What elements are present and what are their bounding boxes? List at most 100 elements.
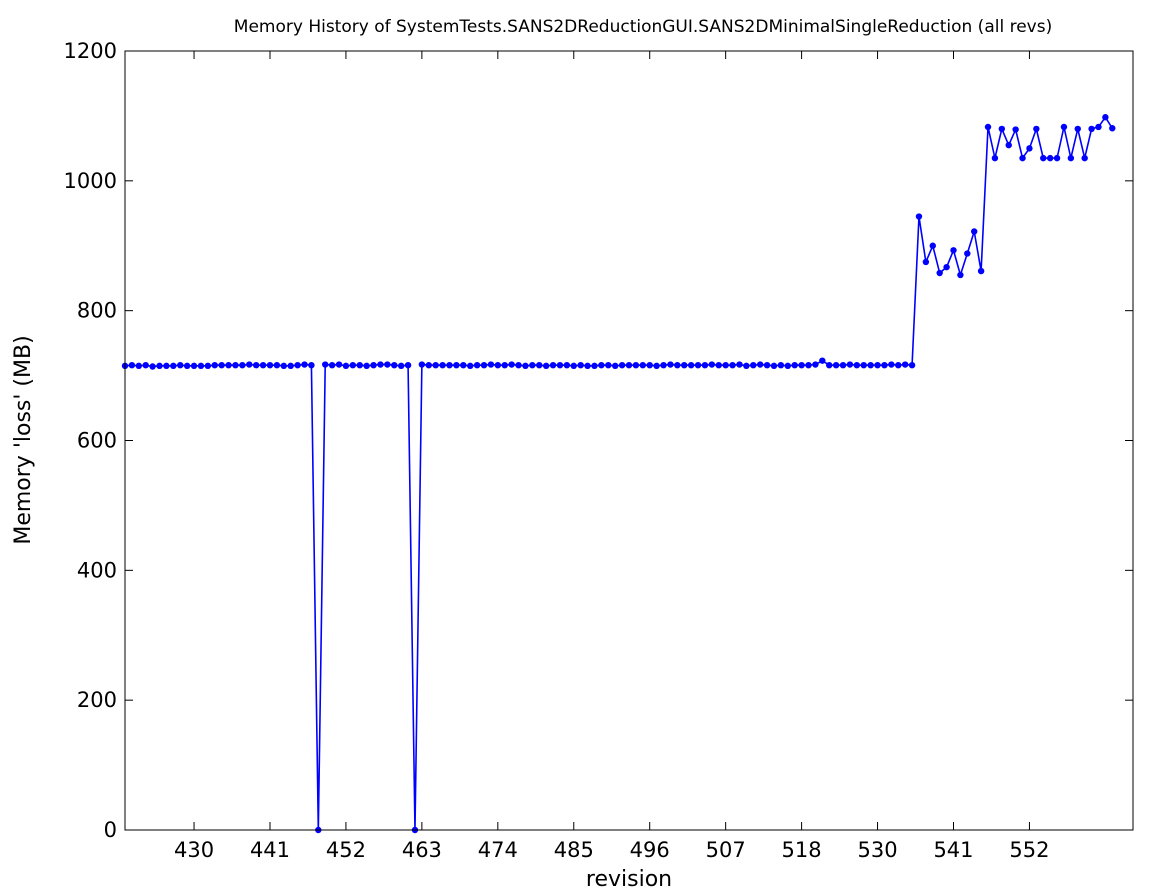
data-point bbox=[211, 361, 218, 369]
x-tick-label: 485 bbox=[554, 838, 594, 862]
x-tick-label: 530 bbox=[858, 838, 898, 862]
data-point bbox=[674, 361, 681, 369]
data-point bbox=[197, 362, 205, 370]
data-point bbox=[1074, 125, 1081, 133]
data-point bbox=[763, 361, 771, 369]
data-point bbox=[681, 361, 688, 369]
data-point bbox=[687, 361, 695, 369]
data-point bbox=[308, 361, 315, 369]
data-point bbox=[929, 242, 936, 249]
data-point bbox=[860, 361, 867, 369]
data-point bbox=[591, 362, 598, 370]
data-point bbox=[183, 362, 191, 370]
data-point bbox=[846, 361, 854, 368]
data-point bbox=[322, 361, 329, 368]
data-point bbox=[294, 361, 301, 369]
data-point bbox=[439, 361, 446, 369]
data-point bbox=[750, 361, 757, 369]
data-point bbox=[1102, 114, 1109, 121]
data-point bbox=[908, 361, 916, 369]
data-point bbox=[356, 361, 363, 369]
data-point bbox=[204, 362, 212, 370]
data-point bbox=[508, 361, 515, 368]
data-point bbox=[605, 361, 612, 369]
x-tick-label: 474 bbox=[478, 838, 518, 862]
series-line bbox=[124, 115, 1113, 831]
data-point bbox=[867, 361, 874, 369]
x-tick-label: 441 bbox=[250, 838, 290, 862]
data-point bbox=[363, 362, 370, 370]
data-point bbox=[708, 361, 716, 368]
x-tick-label: 518 bbox=[782, 838, 822, 862]
data-point bbox=[784, 362, 791, 370]
data-point bbox=[163, 362, 170, 370]
data-point bbox=[549, 361, 557, 369]
data-point bbox=[460, 361, 467, 369]
data-point bbox=[646, 361, 653, 369]
data-point bbox=[529, 361, 536, 369]
plot-frame bbox=[124, 50, 1134, 831]
data-point bbox=[667, 361, 674, 368]
data-point bbox=[736, 361, 743, 368]
data-point bbox=[246, 361, 253, 368]
data-point bbox=[563, 361, 571, 369]
x-tick-label: 507 bbox=[706, 838, 746, 862]
data-point bbox=[397, 362, 405, 370]
data-point bbox=[404, 361, 412, 369]
data-point bbox=[570, 362, 577, 370]
data-point bbox=[584, 362, 591, 370]
data-point bbox=[1109, 125, 1116, 132]
y-tick-label: 400 bbox=[77, 558, 117, 582]
data-point bbox=[971, 228, 978, 235]
data-point bbox=[756, 361, 764, 368]
data-point bbox=[418, 361, 426, 368]
data-point bbox=[328, 361, 336, 369]
data-point bbox=[218, 361, 225, 369]
data-point bbox=[170, 362, 177, 370]
x-axis-ticks: 430 441 452 463 474 485 496 507 518 530 541 552 bbox=[174, 51, 1049, 862]
data-point bbox=[494, 361, 502, 369]
data-point bbox=[239, 361, 246, 369]
data-point bbox=[964, 250, 971, 257]
data-series bbox=[121, 114, 1116, 834]
data-point bbox=[1033, 125, 1040, 133]
data-point bbox=[467, 362, 474, 370]
data-point bbox=[480, 361, 488, 369]
data-point bbox=[826, 361, 833, 369]
data-point bbox=[798, 361, 805, 369]
y-tick-label: 800 bbox=[77, 299, 117, 323]
data-point bbox=[342, 362, 350, 370]
data-point bbox=[770, 362, 778, 370]
data-point bbox=[135, 362, 143, 370]
data-point bbox=[639, 361, 647, 369]
data-point bbox=[156, 362, 163, 370]
data-point bbox=[998, 125, 1006, 133]
data-point bbox=[936, 269, 943, 277]
data-point bbox=[895, 361, 902, 369]
data-point bbox=[715, 361, 722, 369]
data-point bbox=[832, 361, 840, 369]
data-point bbox=[287, 362, 294, 370]
data-point bbox=[536, 361, 543, 369]
data-point bbox=[190, 362, 198, 370]
data-point bbox=[1026, 145, 1033, 152]
data-point bbox=[453, 361, 460, 369]
data-point bbox=[577, 361, 584, 369]
data-point bbox=[225, 361, 232, 369]
data-point bbox=[280, 362, 287, 370]
data-point bbox=[660, 361, 667, 369]
x-tick-label: 430 bbox=[174, 838, 214, 862]
data-point bbox=[370, 361, 377, 369]
data-point bbox=[384, 361, 391, 368]
data-point bbox=[901, 361, 909, 368]
y-tick-label: 200 bbox=[77, 688, 117, 712]
data-point bbox=[653, 362, 660, 370]
y-tick-label: 1000 bbox=[64, 169, 117, 193]
data-point bbox=[1046, 154, 1054, 162]
x-tick-label: 452 bbox=[326, 838, 366, 862]
data-point bbox=[984, 123, 992, 131]
data-point bbox=[391, 361, 398, 369]
data-point bbox=[957, 271, 964, 279]
data-point bbox=[487, 361, 495, 368]
